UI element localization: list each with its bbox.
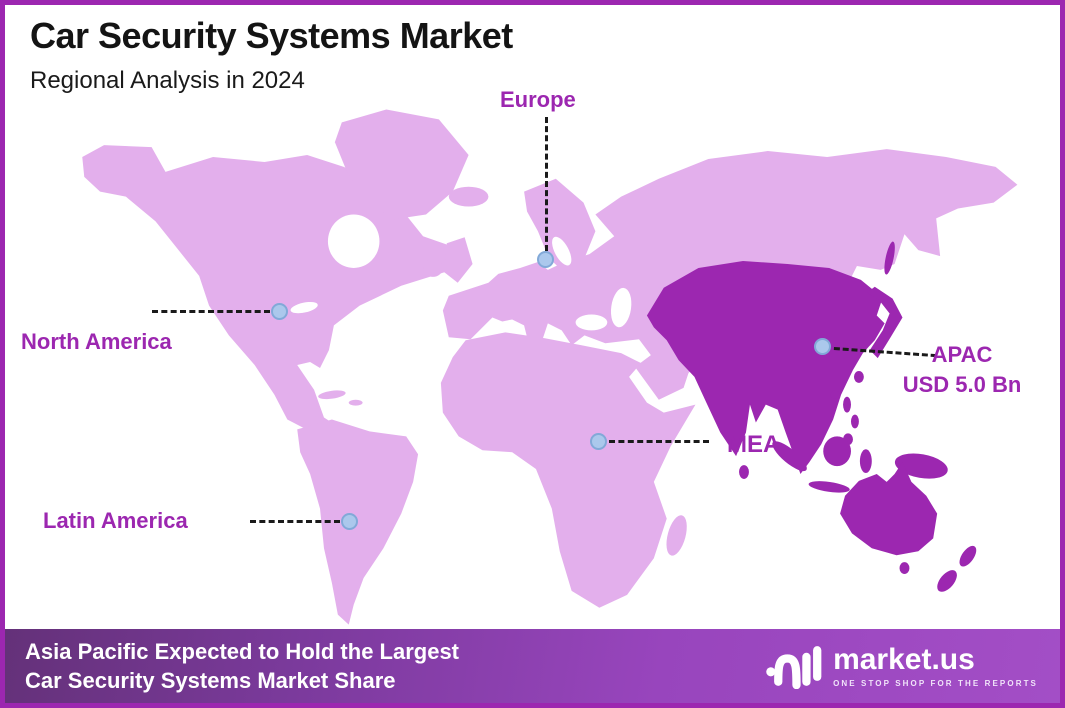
hainan-landmass xyxy=(830,390,841,399)
brand-tagline: ONE STOP SHOP FOR THE REPORTS xyxy=(833,678,1038,688)
marketus-logo-icon xyxy=(766,646,822,689)
uk-landmass xyxy=(443,237,473,283)
sumatra-landmass xyxy=(772,441,807,472)
apac-highlight-region xyxy=(646,261,885,474)
sri-lanka-landmass xyxy=(739,465,749,479)
region-label-latin-america: Latin America xyxy=(43,508,188,533)
map-marker-latin-america xyxy=(341,513,358,530)
leader-line-mea xyxy=(609,440,709,443)
madagascar-landmass xyxy=(666,515,687,556)
region-label-north-america: North America xyxy=(21,329,172,354)
leader-line-latin-america xyxy=(250,520,340,523)
brand-block: market.us ONE STOP SHOP FOR THE REPORTS xyxy=(765,643,1060,689)
page-title: Car Security Systems Market xyxy=(30,15,513,56)
great-lakes-water xyxy=(290,301,318,314)
iceland-landmass xyxy=(448,186,489,207)
region-value-apac: USD 5.0 Bn xyxy=(902,372,1022,398)
map-marker-mea xyxy=(590,433,607,450)
brand-name: market.us xyxy=(833,642,975,676)
page-subtitle: Regional Analysis in 2024 xyxy=(30,67,305,94)
region-label-mea: MEA xyxy=(727,431,781,458)
new-zealand-landmass xyxy=(959,545,977,567)
hudson-bay-water xyxy=(327,214,380,268)
map-marker-north-america xyxy=(271,303,288,320)
java-landmass xyxy=(808,481,850,493)
caspian-sea-water xyxy=(610,287,632,328)
footer-headline: Asia Pacific Expected to Hold the Larges… xyxy=(5,637,459,695)
borneo-landmass xyxy=(823,436,851,467)
region-label-europe: Europe xyxy=(500,87,576,112)
region-label-apac: APAC USD 5.0 Bn xyxy=(882,342,1042,398)
ireland-landmass xyxy=(423,259,443,277)
black-sea-water xyxy=(575,314,608,331)
japan-landmass xyxy=(866,286,903,359)
map-marker-apac xyxy=(814,338,831,355)
footer-banner: Asia Pacific Expected to Hold the Larges… xyxy=(5,629,1060,703)
australia-landmass xyxy=(840,462,938,556)
scandinavia-landmass xyxy=(524,178,596,274)
footer-headline-line1: Asia Pacific Expected to Hold the Larges… xyxy=(25,638,460,664)
cuba-landmass xyxy=(318,390,346,400)
baltic-sea-water xyxy=(552,236,572,266)
hispaniola-landmass xyxy=(348,399,363,406)
north-america-landmass xyxy=(82,145,466,433)
philippines-landmass xyxy=(850,414,859,429)
greenland-landmass xyxy=(334,109,469,220)
sulawesi-landmass xyxy=(859,449,872,474)
new-zealand-landmass xyxy=(937,570,957,592)
philippines-landmass xyxy=(843,396,851,413)
tasmania-landmass xyxy=(899,562,910,575)
leader-line-europe xyxy=(545,117,548,251)
footer-headline-line2: Car Security Systems Market Share xyxy=(25,668,396,693)
sakhalin-landmass xyxy=(884,241,895,275)
brand-text: market.us ONE STOP SHOP FOR THE REPORTS xyxy=(833,642,1038,688)
map-marker-europe xyxy=(537,251,554,268)
region-label-apac-name: APAC xyxy=(931,342,993,367)
new-guinea-landmass xyxy=(894,453,948,479)
taiwan-landmass xyxy=(853,370,864,383)
africa-landmass xyxy=(440,332,696,608)
leader-line-north-america xyxy=(152,310,270,313)
